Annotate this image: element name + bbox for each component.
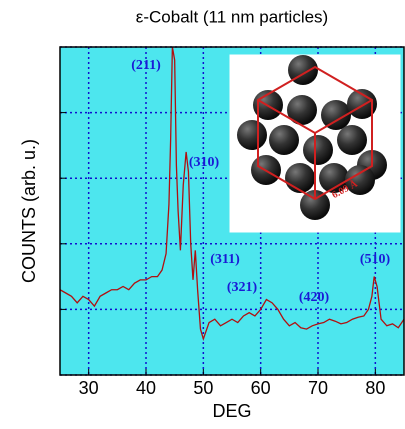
peak-label: (311) [210, 252, 240, 267]
atom [237, 120, 267, 150]
atom [269, 125, 299, 155]
x-tick-label: 80 [365, 378, 385, 398]
atom [337, 125, 367, 155]
inset: 6.09 Å [230, 55, 400, 232]
atom [285, 163, 315, 193]
peak-label: (321) [227, 280, 258, 295]
x-axis-label: DEG [212, 401, 251, 421]
x-tick-label: 40 [136, 378, 156, 398]
x-tick-label: 60 [251, 378, 271, 398]
y-axis-label: COUNTS (arb. u.) [19, 139, 39, 283]
x-tick-label: 70 [308, 378, 328, 398]
x-tick-label: 50 [193, 378, 213, 398]
peak-label: (211) [131, 58, 161, 73]
x-tick-label: 30 [79, 378, 99, 398]
peak-label: (310) [189, 155, 220, 170]
peak-label: (510) [360, 252, 391, 267]
peak-label: (420) [299, 290, 330, 305]
chart-title: ε-Cobalt (11 nm particles) [136, 7, 328, 26]
chart: 6.09 Å ε-Cobalt (11 nm particles) DEG CO… [0, 0, 405, 429]
atom [303, 135, 333, 165]
